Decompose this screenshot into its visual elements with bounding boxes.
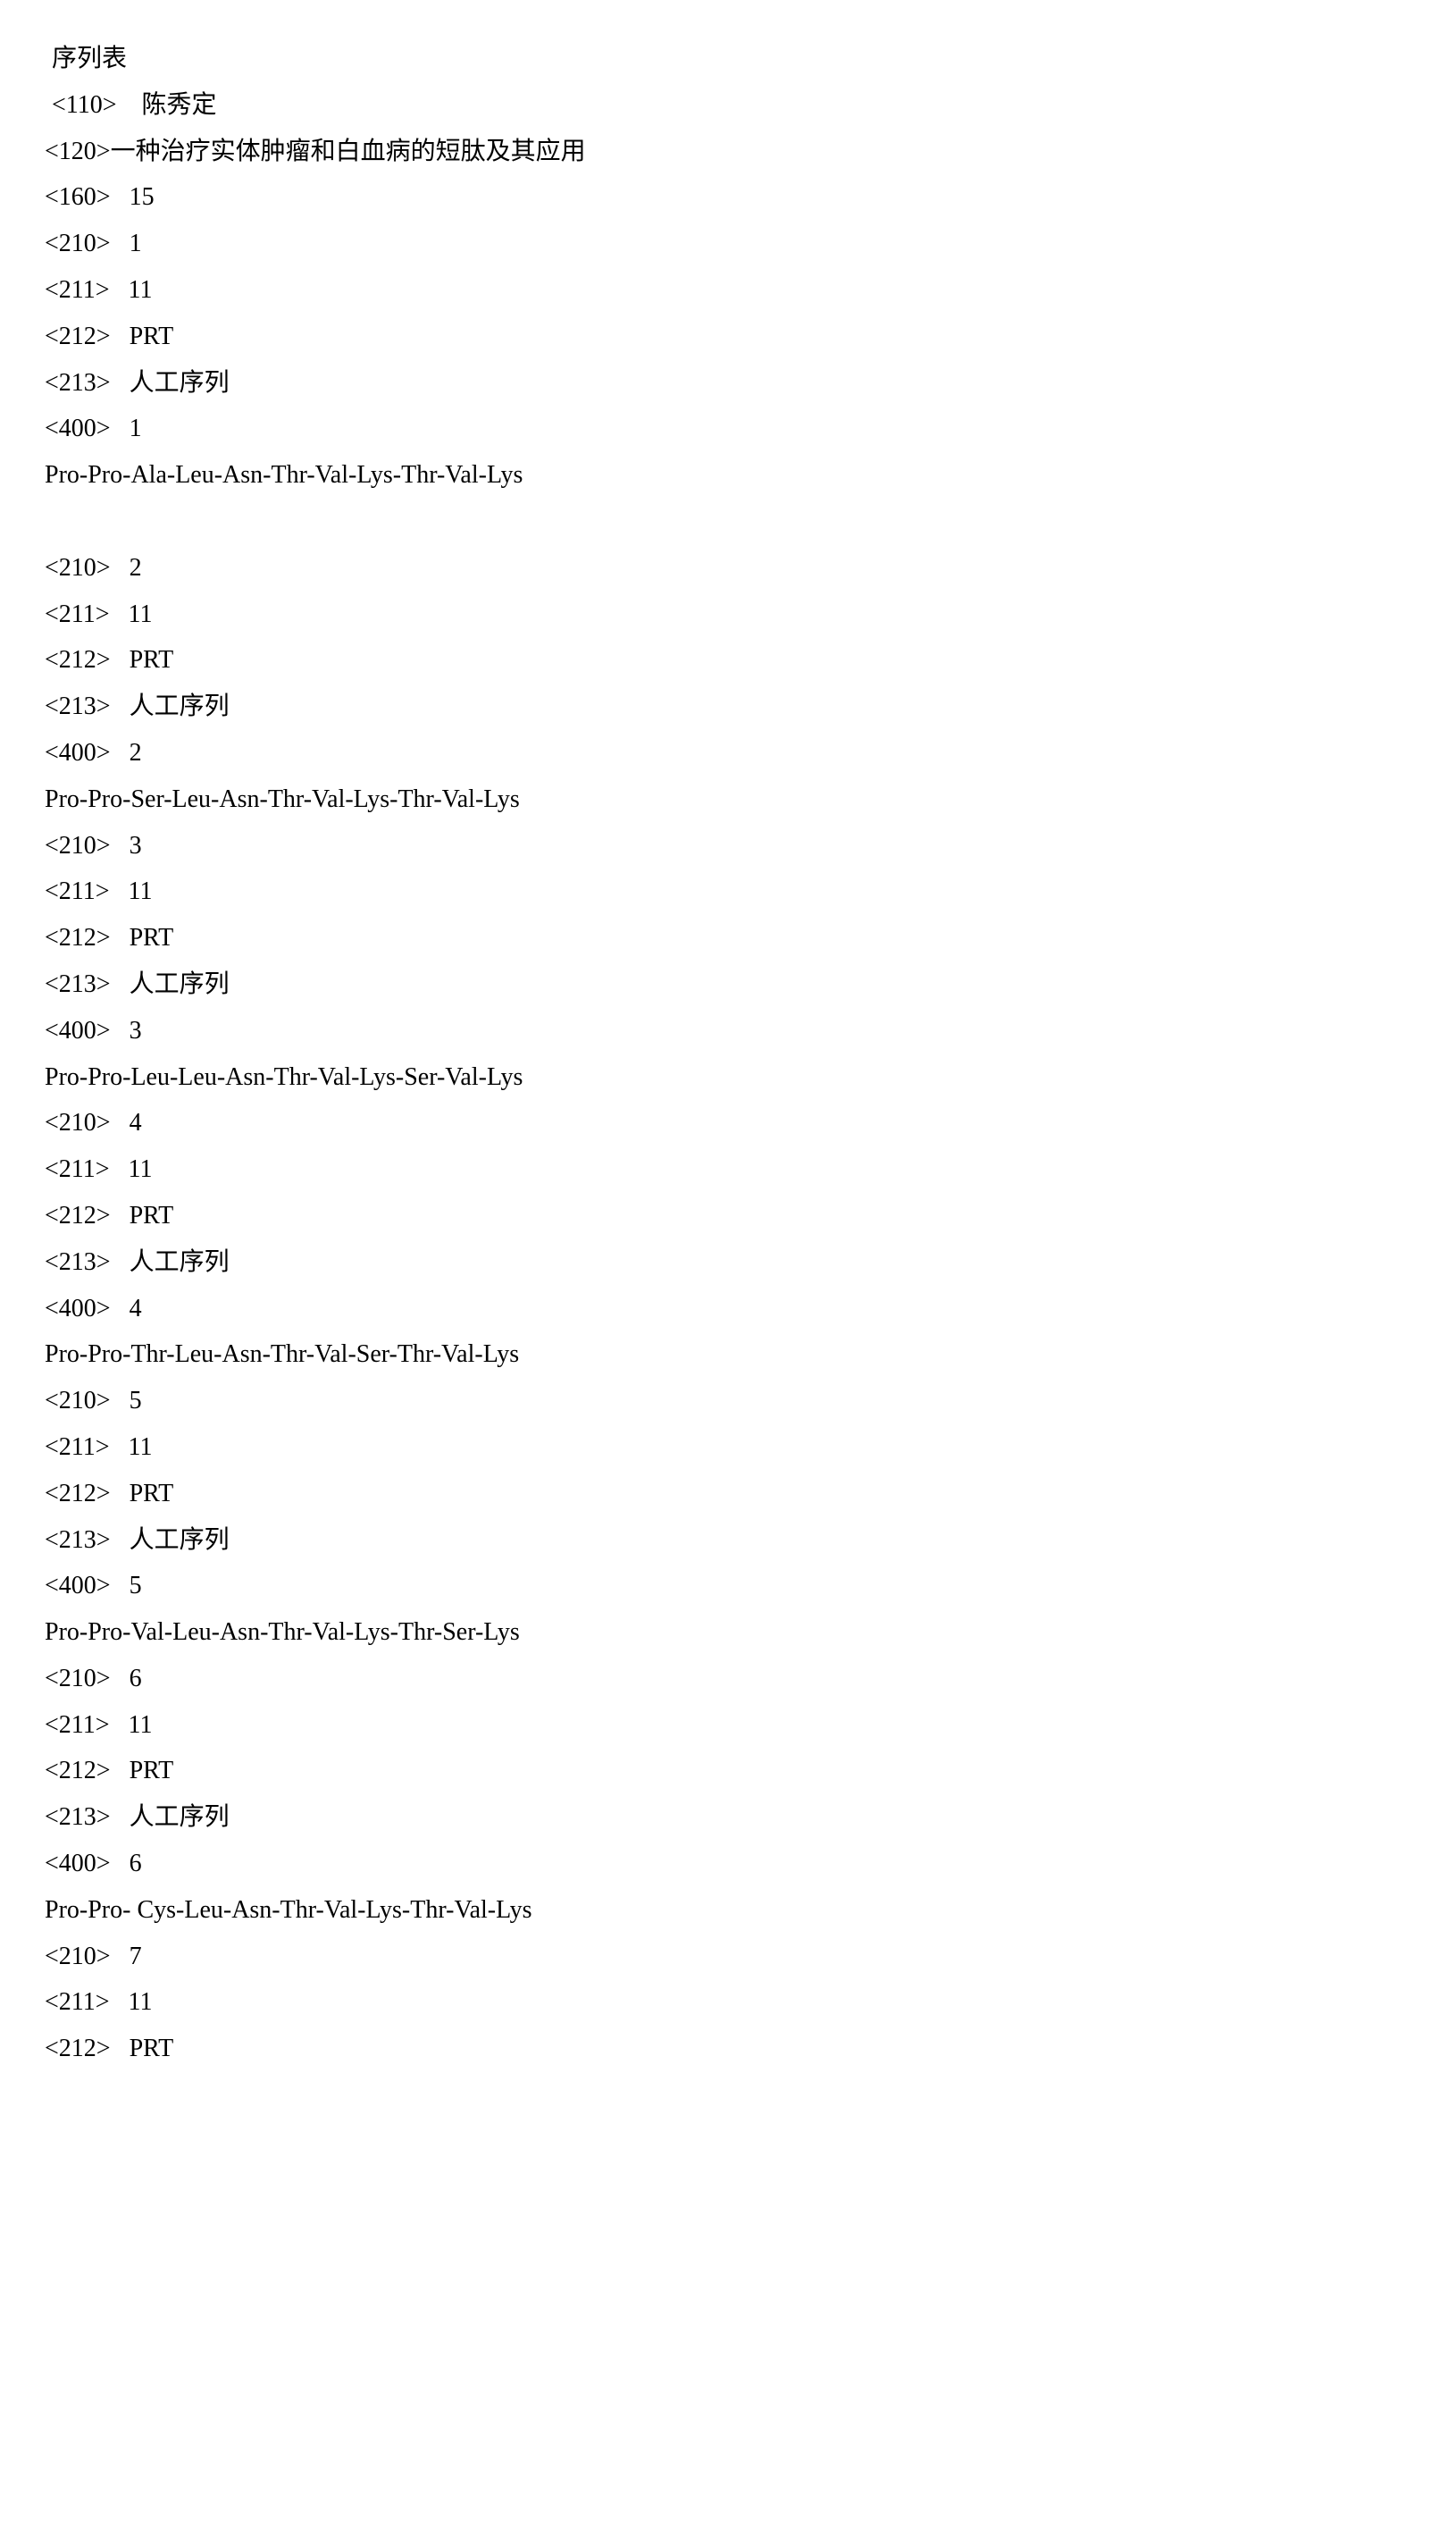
sequence-block: <210> 5<211> 11<212> PRT<213> 人工序列<400> … [45, 1378, 1411, 1656]
seq-organism-line: <213> 人工序列 [45, 1794, 1411, 1841]
tag-210: <210> [45, 1943, 111, 1970]
peptide-sequence: Pro-Pro-Leu-Leu-Asn-Thr-Val-Lys-Ser-Val-… [45, 1054, 1411, 1101]
sequence-blocks-container: <210> 1<211> 11<212> PRT<213> 人工序列<400> … [45, 221, 1411, 1933]
peptide-sequence: Pro-Pro-Ser-Leu-Asn-Thr-Val-Lys-Thr-Val-… [45, 776, 1411, 823]
seq-length-line: <211> 11 [45, 1979, 1411, 2026]
peptide-sequence: Pro-Pro-Ala-Leu-Asn-Thr-Val-Lys-Thr-Val-… [45, 452, 1411, 499]
seq-400-line: <400> 6 [45, 1841, 1411, 1887]
seq-organism-line: <213> 人工序列 [45, 1517, 1411, 1564]
sequence-listing-document: 序列表 <110> 陈秀定 <120>一种治疗实体肿瘤和白血病的短肽及其应用 <… [45, 36, 1411, 2072]
sequence-count-line: <160> 15 [45, 174, 1411, 221]
sequence-block: <210> 1<211> 11<212> PRT<213> 人工序列<400> … [45, 221, 1411, 545]
applicant-line: <110> 陈秀定 [45, 82, 1411, 129]
seq-type-line: <212> PRT [45, 1193, 1411, 1239]
seq-organism-line: <213> 人工序列 [45, 961, 1411, 1008]
seq-400-line: <400> 5 [45, 1563, 1411, 1609]
seq-id-line: <210> 6 [45, 1656, 1411, 1702]
seq-length-line: <211> 11 [45, 1424, 1411, 1471]
sequence-block: <210> 2<211> 11<212> PRT<213> 人工序列<400> … [45, 545, 1411, 823]
tag-212: <212> [45, 2035, 111, 2062]
seq-type-line: <212> PRT [45, 1471, 1411, 1517]
seq-length-line: <211> 11 [45, 267, 1411, 314]
trailing-partial-block: <210> 7 <211> 11 <212> PRT [45, 1934, 1411, 2072]
tag-211: <211> [45, 1988, 110, 2016]
seq-type-line: <212> PRT [45, 2026, 1411, 2072]
seq-length-line: <211> 11 [45, 869, 1411, 915]
seq-length-line: <211> 11 [45, 1146, 1411, 1193]
seq-400-line: <400> 4 [45, 1286, 1411, 1332]
peptide-sequence: Pro-Pro- Cys-Leu-Asn-Thr-Val-Lys-Thr-Val… [45, 1887, 1411, 1934]
seq-organism-line: <213> 人工序列 [45, 684, 1411, 730]
invention-title-line: <120>一种治疗实体肿瘤和白血病的短肽及其应用 [45, 129, 1411, 175]
document-title: 序列表 [45, 36, 1411, 82]
seq-400-line: <400> 2 [45, 730, 1411, 776]
seq-length-line: <211> 11 [45, 1702, 1411, 1749]
seq-id-line: <210> 1 [45, 221, 1411, 267]
seq-type-line: <212> PRT [45, 1748, 1411, 1794]
seq-length: 11 [129, 1988, 153, 2016]
applicant-name: 陈秀定 [142, 91, 217, 119]
seq-type-line: <212> PRT [45, 314, 1411, 360]
invention-title: 一种治疗实体肿瘤和白血病的短肽及其应用 [111, 138, 586, 165]
seq-id-line: <210> 7 [45, 1934, 1411, 1980]
seq-type-line: <212> PRT [45, 915, 1411, 961]
tag-110: <110> [52, 91, 117, 119]
tag-160: <160> [45, 183, 111, 211]
seq-type-line: <212> PRT [45, 637, 1411, 684]
peptide-sequence: Pro-Pro-Thr-Leu-Asn-Thr-Val-Ser-Thr-Val-… [45, 1331, 1411, 1378]
seq-id-line: <210> 4 [45, 1100, 1411, 1146]
peptide-sequence: Pro-Pro-Val-Leu-Asn-Thr-Val-Lys-Thr-Ser-… [45, 1609, 1411, 1656]
seq-id-line: <210> 2 [45, 545, 1411, 592]
sequence-block: <210> 3<211> 11<212> PRT<213> 人工序列<400> … [45, 823, 1411, 1101]
seq-id: 7 [130, 1943, 142, 1970]
seq-400-line: <400> 3 [45, 1008, 1411, 1054]
sequence-count: 15 [130, 183, 155, 211]
seq-400-line: <400> 1 [45, 406, 1411, 452]
blank-line [45, 499, 1411, 545]
seq-id-line: <210> 5 [45, 1378, 1411, 1424]
sequence-block: <210> 6<211> 11<212> PRT<213> 人工序列<400> … [45, 1656, 1411, 1934]
seq-id-line: <210> 3 [45, 823, 1411, 869]
seq-type: PRT [130, 2035, 174, 2062]
seq-organism-line: <213> 人工序列 [45, 360, 1411, 407]
seq-length-line: <211> 11 [45, 592, 1411, 638]
sequence-block: <210> 4<211> 11<212> PRT<213> 人工序列<400> … [45, 1100, 1411, 1378]
tag-120: <120> [45, 138, 111, 165]
seq-organism-line: <213> 人工序列 [45, 1239, 1411, 1286]
